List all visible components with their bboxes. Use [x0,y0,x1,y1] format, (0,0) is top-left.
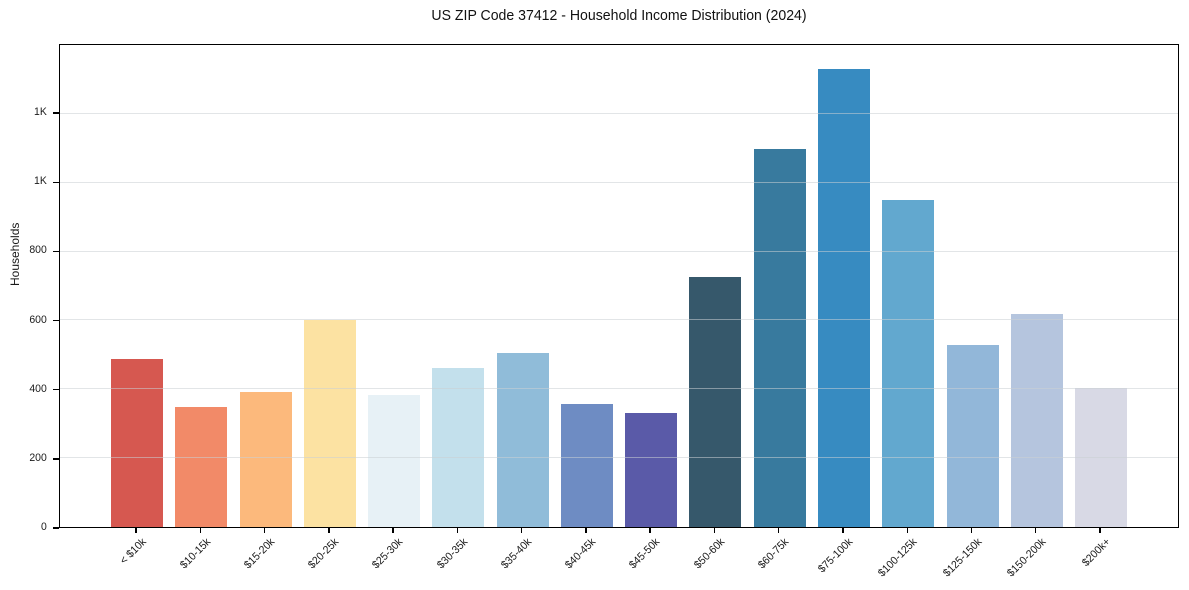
x-tick-label: $20-25k [306,536,342,572]
x-tick-label: $35-40k [498,536,535,572]
x-tick-mark [392,528,394,533]
gridline-1000 [60,181,1178,183]
x-tick-mark [520,528,523,533]
y-tick-label: 1K [34,175,47,188]
bar-9 [625,413,678,527]
y-tick-label: 600 [29,313,47,326]
plot-area [59,44,1179,528]
x-tick-label: $10-15k [177,536,213,572]
x-tick-label: $30-35k [434,536,470,572]
x-tick-mark [842,528,844,533]
bar-3 [239,392,292,527]
y-tick-label: 200 [29,451,47,464]
bar-10 [689,277,742,527]
x-tick-label: $125-150k [940,536,985,580]
gridline-200 [60,457,1178,459]
x-tick-mark [1035,528,1037,533]
x-tick-label: $60-75k [755,536,792,572]
x-tick-label: $15-20k [241,536,278,572]
bar-7 [496,353,549,527]
gridline-600 [60,319,1178,321]
x-tick-label: $75-100k [816,536,856,576]
x-tick-label: < $10k [117,536,149,567]
bar-12 [817,69,870,527]
bar-13 [882,200,935,527]
x-tick-label: $40-45k [563,536,599,572]
x-tick-label: $45-50k [627,536,663,572]
x-tick-mark [456,528,459,533]
y-tick-label: 1K [34,106,47,119]
x-tick-mark [1099,528,1101,533]
x-tick-mark [328,528,330,533]
bar-14 [946,345,999,527]
bar-15 [1010,313,1063,527]
bar-11 [753,148,806,527]
gridline-800 [60,250,1178,252]
x-tick-label: $25-30k [370,536,406,572]
bar-6 [432,367,485,527]
x-tick-mark [970,528,973,533]
bar-5 [368,395,421,527]
x-tick-label: $200k+ [1079,536,1113,569]
x-tick-mark [263,528,266,533]
x-tick-label: $150-200k [1004,536,1049,580]
x-tick-mark [713,528,716,533]
x-tick-label: $50-60k [691,536,727,572]
x-tick-mark [649,528,651,533]
gridline-1200 [60,112,1178,114]
bar-8 [560,403,613,527]
x-tick-mark [199,528,201,533]
bar-4 [303,320,356,527]
x-tick-mark [778,528,780,533]
bar-1 [111,359,163,527]
y-tick-label: 0 [40,521,47,533]
gridline-400 [60,388,1178,390]
x-tick-label: $100-125k [876,536,920,580]
chart-title: US ZIP Code 37412 - Household Income Dis… [431,7,807,24]
y-tick-label: 400 [29,382,47,395]
x-tick-mark [906,528,908,533]
bar-2 [175,406,228,527]
x-tick-mark [585,528,587,533]
x-tick-mark [135,528,137,533]
